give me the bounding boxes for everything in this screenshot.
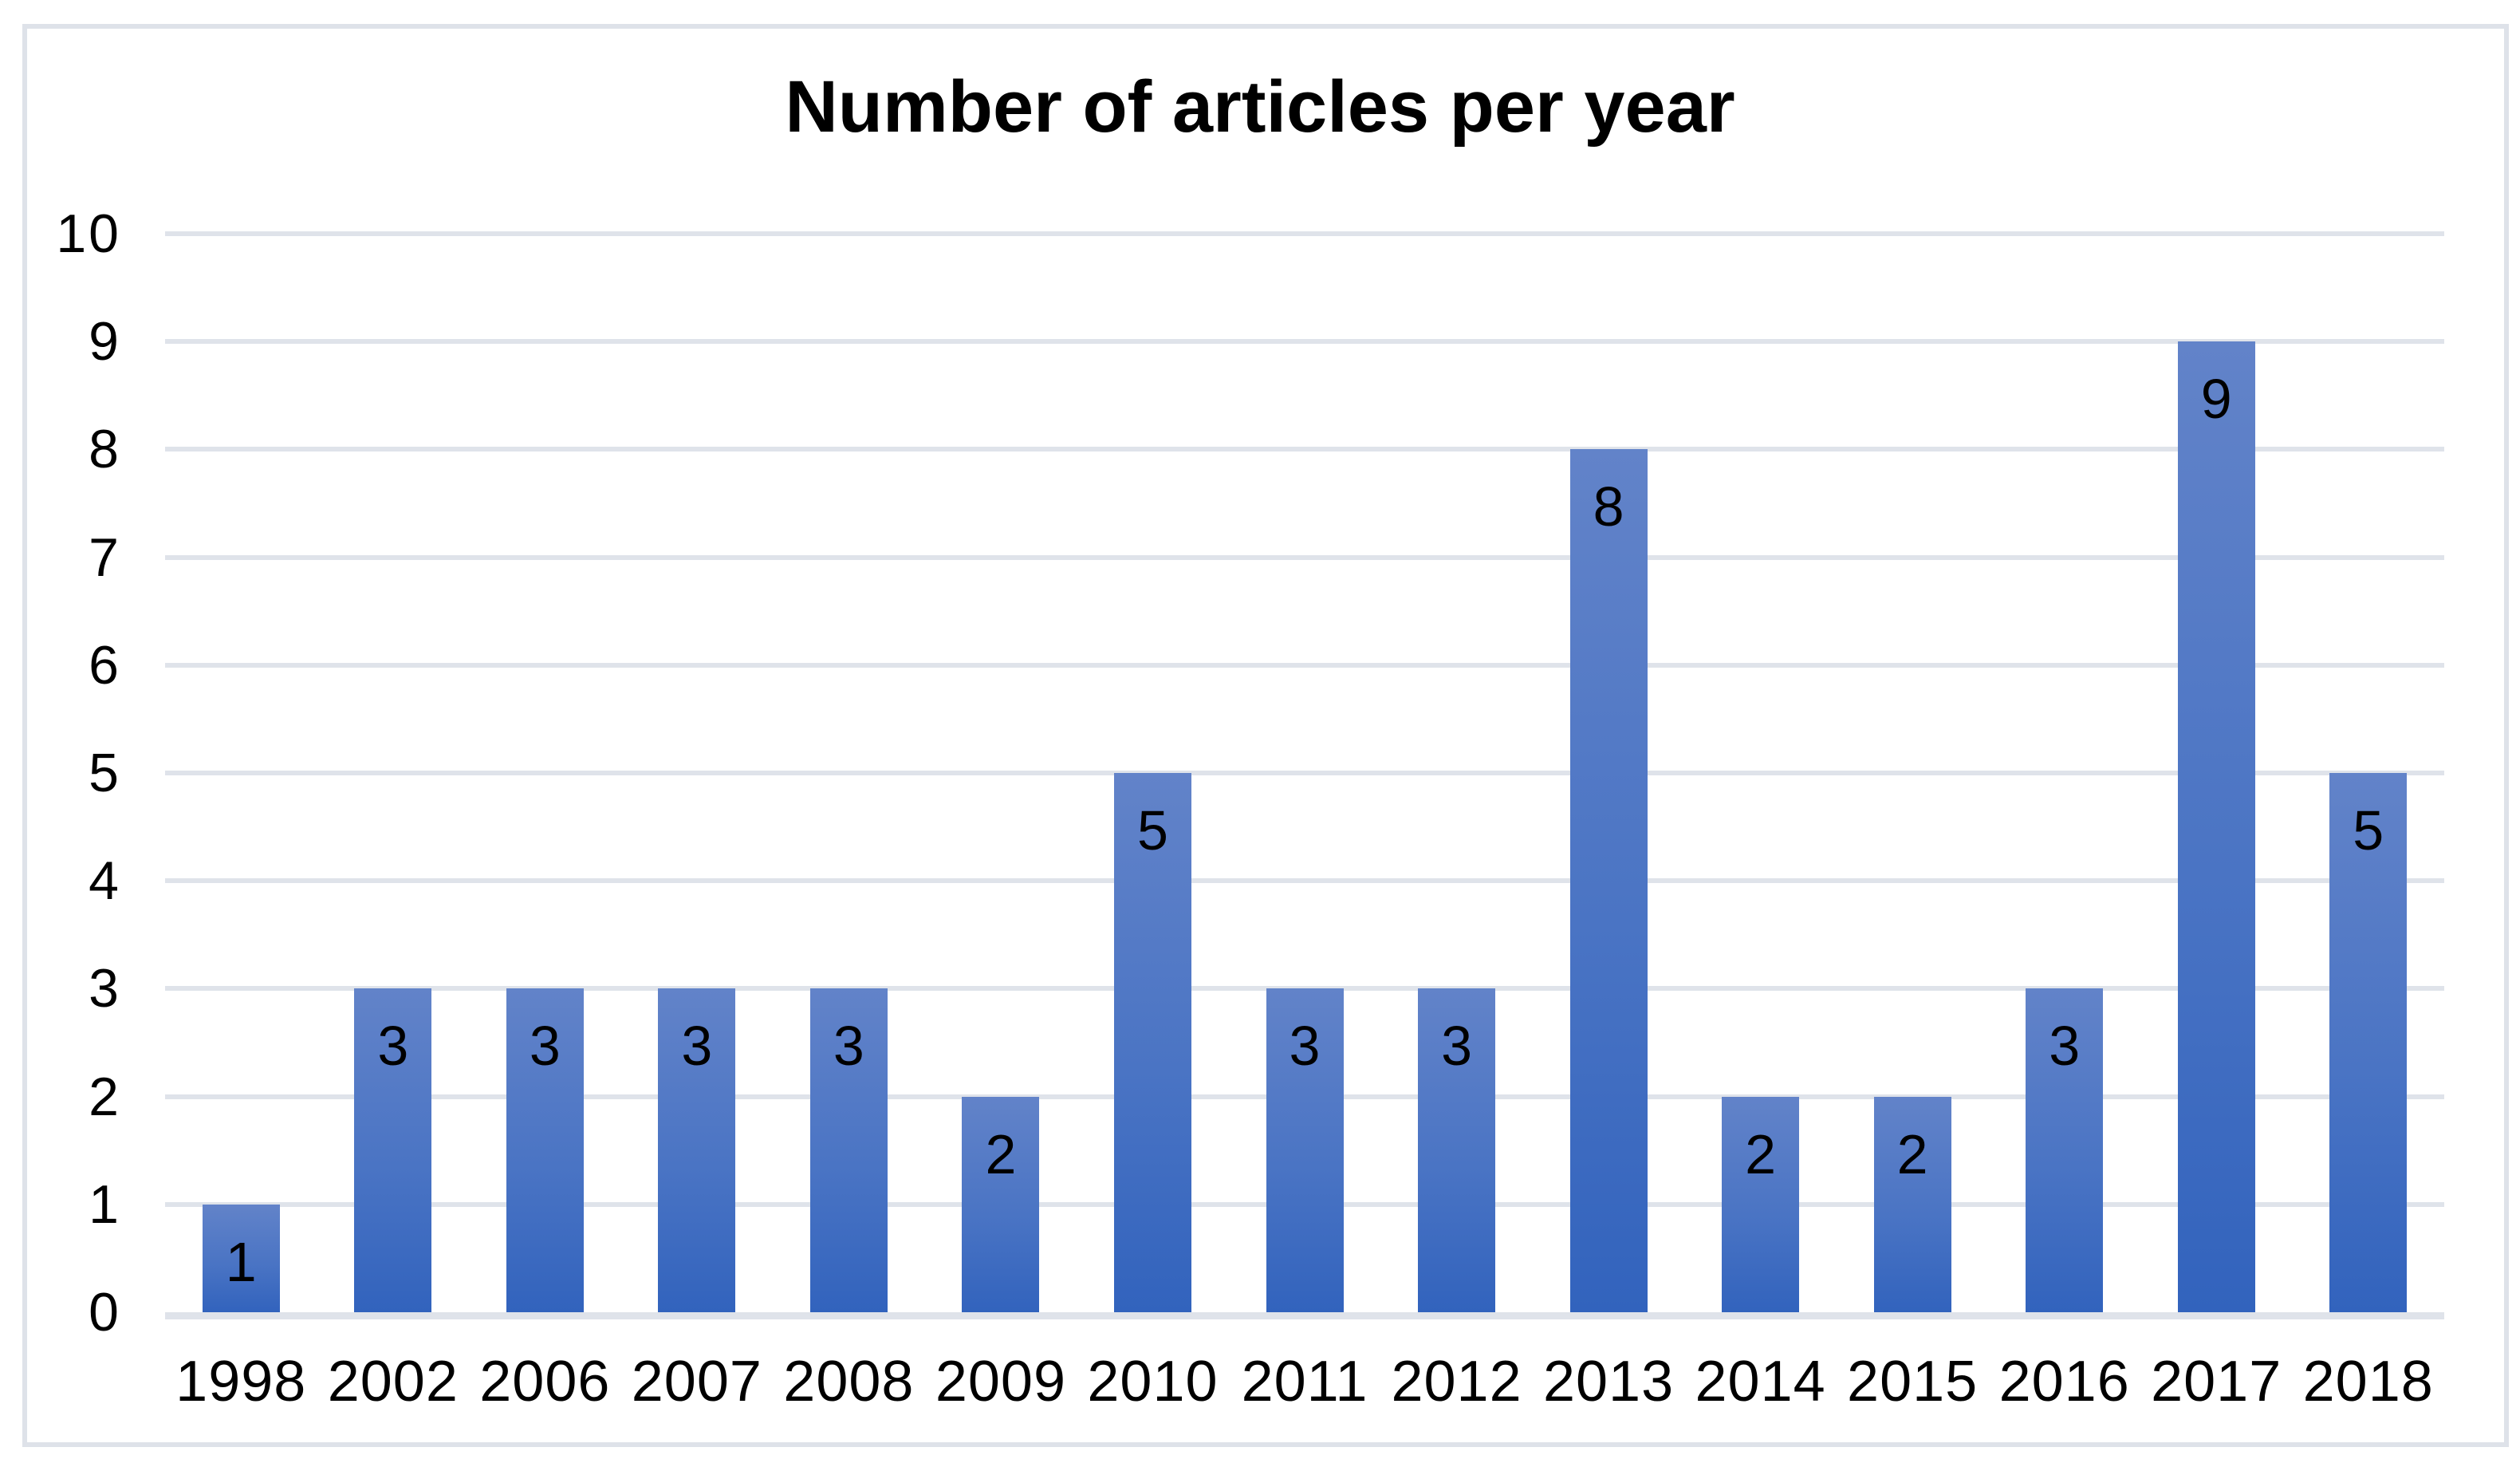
x-axis-tick-label: 2011 — [1241, 1350, 1368, 1414]
bar-value-label: 9 — [2200, 368, 2232, 431]
x-axis-tick-label: 1998 — [175, 1350, 307, 1414]
x-axis-tick-label: 2014 — [1695, 1350, 1826, 1414]
bar — [1873, 1096, 1951, 1312]
y-axis-tick-label: 7 — [89, 526, 121, 588]
bar-value-label: 2 — [985, 1122, 1017, 1185]
bar — [202, 1204, 280, 1312]
x-axis-tick-label: 2017 — [2151, 1350, 2282, 1414]
bar-value-label: 3 — [377, 1015, 409, 1078]
bar-value-label: 5 — [2353, 799, 2384, 862]
y-axis-tick-label: 10 — [56, 203, 121, 264]
bar — [1266, 988, 1344, 1312]
bar — [1569, 449, 1648, 1312]
bar — [809, 988, 888, 1312]
y-axis-tick-label: 5 — [89, 743, 121, 803]
x-axis-tick-label: 2016 — [1998, 1350, 2130, 1414]
y-axis-tick-label: 1 — [89, 1173, 121, 1235]
bar-value-label: 3 — [1441, 1015, 1472, 1078]
x-axis-line — [165, 1312, 2444, 1319]
x-axis-tick-label: 2015 — [1847, 1350, 1979, 1414]
bar-value-label: 3 — [681, 1015, 713, 1078]
x-axis-tick-label: 2009 — [935, 1350, 1066, 1414]
x-axis-tick-label: 2012 — [1391, 1350, 1522, 1414]
y-axis-tick-label: 9 — [89, 311, 121, 373]
x-axis-tick-label: 2002 — [327, 1350, 459, 1414]
bar — [1722, 1096, 1800, 1312]
bar — [1113, 773, 1191, 1312]
bar-value-label: 5 — [1136, 799, 1168, 862]
gridline — [165, 554, 2444, 560]
y-axis-tick-label: 6 — [89, 634, 121, 696]
gridline — [165, 447, 2444, 452]
x-axis-tick-label: 2006 — [479, 1350, 611, 1414]
x-axis-tick-label: 2010 — [1087, 1350, 1219, 1414]
x-axis-tick-label: 2007 — [631, 1350, 762, 1414]
bar-value-label: 3 — [2049, 1015, 2081, 1078]
bar — [2329, 773, 2408, 1312]
bar — [2177, 341, 2255, 1312]
bar — [2026, 988, 2104, 1312]
x-axis-tick-label: 2008 — [783, 1350, 915, 1414]
y-axis-tick-label: 4 — [89, 850, 121, 912]
bar-value-label: 2 — [1745, 1122, 1777, 1185]
bar-value-label: 3 — [833, 1015, 864, 1078]
gridline — [165, 771, 2444, 775]
bar — [506, 988, 584, 1312]
y-axis-tick-label: 2 — [89, 1066, 121, 1127]
x-axis-tick-label: 2018 — [2302, 1350, 2434, 1414]
bar — [962, 1096, 1040, 1312]
y-axis-tick-label: 3 — [89, 958, 121, 1019]
bar — [658, 988, 736, 1312]
y-axis-tick-label: 0 — [89, 1282, 121, 1343]
chart-border — [22, 24, 2509, 1447]
bar-value-label: 3 — [529, 1015, 561, 1078]
bar — [354, 988, 432, 1312]
gridline — [165, 878, 2444, 884]
chart-title: Number of articles per year — [785, 66, 1735, 148]
y-axis-tick-label: 8 — [89, 419, 121, 480]
bar-value-label: 1 — [225, 1230, 257, 1293]
bar-value-label: 2 — [1896, 1122, 1928, 1185]
gridline — [165, 339, 2444, 345]
gridline — [165, 231, 2444, 236]
bar-value-label: 3 — [1289, 1015, 1321, 1078]
gridline — [165, 662, 2444, 668]
x-axis-tick-label: 2013 — [1542, 1350, 1675, 1414]
bar-value-label: 8 — [1593, 475, 1624, 538]
bar — [1418, 988, 1496, 1312]
